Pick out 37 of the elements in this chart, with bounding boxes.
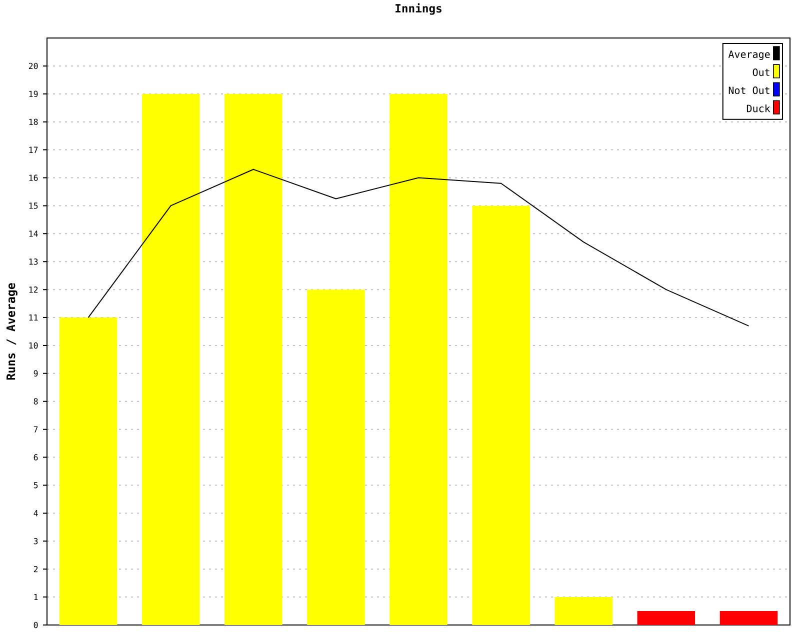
- y-tick-label: 15: [29, 202, 38, 209]
- bar: [142, 94, 200, 625]
- y-tick-label: 4: [34, 510, 38, 516]
- bar: [59, 318, 118, 625]
- y-tick-label: 1: [34, 594, 38, 600]
- bar: [224, 94, 282, 625]
- y-tick-label: 9: [34, 370, 38, 377]
- y-tick-label: 14: [29, 230, 38, 237]
- y-axis-title: Runs / Average: [6, 283, 18, 380]
- legend-label: Out: [752, 68, 770, 76]
- legend-label: Duck: [746, 104, 770, 112]
- y-tick-label: 12: [29, 286, 38, 293]
- y-tick-label: 16: [29, 174, 38, 181]
- chart-title: Innings: [396, 3, 442, 15]
- y-tick-label: 6: [34, 454, 38, 460]
- y-tick-label: 3: [34, 538, 38, 544]
- y-tick-label: 5: [34, 482, 38, 488]
- y-tick-label: 2: [34, 566, 38, 572]
- legend-label: Not Out: [728, 86, 770, 94]
- y-tick-label: 7: [34, 426, 38, 432]
- bar: [472, 206, 530, 625]
- y-tick-label: 10: [29, 342, 38, 349]
- y-tick-label: 11: [29, 314, 38, 321]
- legend-label: Average: [728, 50, 770, 60]
- line-series: [88, 168, 750, 326]
- y-tick-label: 13: [29, 258, 38, 265]
- bar: [307, 290, 365, 625]
- bar: [390, 94, 448, 625]
- y-tick-label: 20: [28, 62, 38, 70]
- y-tick-label: 18: [29, 118, 38, 125]
- bar: [554, 597, 612, 625]
- y-tick-label: 8: [34, 398, 38, 405]
- bar: [720, 611, 778, 625]
- y-tick-label: 0: [34, 622, 38, 628]
- y-tick-label: 17: [29, 146, 38, 153]
- y-tick-label: 19: [29, 90, 38, 98]
- bar: [637, 611, 696, 625]
